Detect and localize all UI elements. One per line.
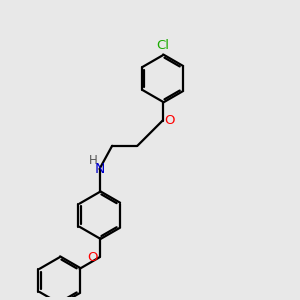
Text: Cl: Cl bbox=[156, 39, 169, 52]
Text: N: N bbox=[94, 162, 105, 176]
Text: H: H bbox=[89, 154, 98, 167]
Text: O: O bbox=[87, 251, 98, 264]
Text: O: O bbox=[165, 114, 175, 127]
